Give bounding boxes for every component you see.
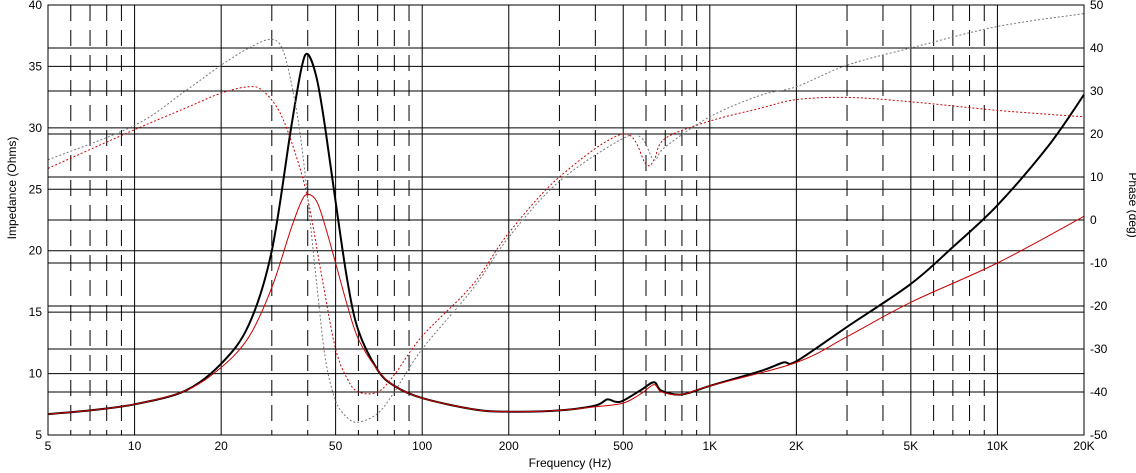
left-y-tick-label: 40 <box>29 0 43 12</box>
left-y-tick-labels: 5 10 15 20 25 30 35 40 <box>29 0 43 442</box>
phase-series-line-3 <box>47 13 1085 423</box>
x-tick-label: 2K <box>789 439 804 453</box>
left-y-axis-title: Impedance (Ohms) <box>5 137 19 240</box>
x-tick-label: 500 <box>613 439 633 453</box>
left-y-tick-label: 5 <box>35 428 42 442</box>
data-series <box>47 13 1085 423</box>
impedance-series-line-0 <box>47 52 1085 416</box>
left-y-tick-label: 25 <box>29 182 43 196</box>
right-y-tick-label: -20 <box>1090 299 1108 313</box>
x-tick-label: 10 <box>128 439 142 453</box>
x-tick-label: 20K <box>1073 439 1094 453</box>
right-y-tick-label: -50 <box>1090 428 1108 442</box>
phase-series-line-2 <box>47 86 1085 395</box>
right-y-tick-label: 20 <box>1090 127 1104 141</box>
right-y-tick-labels: -50 -40 -30 -20 -10 0 10 20 30 40 50 <box>1090 0 1108 442</box>
x-axis-title: Frequency (Hz) <box>529 456 612 470</box>
right-y-tick-label: -30 <box>1090 342 1108 356</box>
left-y-tick-label: 15 <box>29 305 43 319</box>
x-tick-label: 10K <box>987 439 1008 453</box>
left-y-tick-label: 10 <box>29 367 43 381</box>
right-y-tick-label: -10 <box>1090 256 1108 270</box>
right-y-tick-label: 10 <box>1090 170 1104 184</box>
right-y-tick-label: -40 <box>1090 385 1108 399</box>
x-tick-label: 20 <box>214 439 228 453</box>
right-y-tick-label: 30 <box>1090 84 1104 98</box>
right-y-tick-label: 50 <box>1090 0 1104 12</box>
x-tick-label: 5K <box>903 439 918 453</box>
plot-frame <box>47 4 1085 436</box>
x-tick-label: 50 <box>329 439 343 453</box>
left-y-tick-label: 30 <box>29 121 43 135</box>
impedance-series-line-1 <box>47 193 1085 415</box>
right-y-tick-label: 0 <box>1090 213 1097 227</box>
x-tick-label: 100 <box>412 439 432 453</box>
left-y-tick-label: 35 <box>29 59 43 73</box>
x-tick-labels: 5 10 20 50 100 200 500 1K 2K 5K 10K 20K <box>45 439 1095 453</box>
right-y-axis-title: Phase (deg) <box>1126 172 1136 237</box>
x-tick-label: 200 <box>499 439 519 453</box>
x-tick-label: 1K <box>702 439 717 453</box>
x-tick-label: 5 <box>45 439 52 453</box>
right-y-tick-label: 40 <box>1090 41 1104 55</box>
grid-lines <box>47 4 1085 436</box>
left-y-tick-label: 20 <box>29 244 43 258</box>
